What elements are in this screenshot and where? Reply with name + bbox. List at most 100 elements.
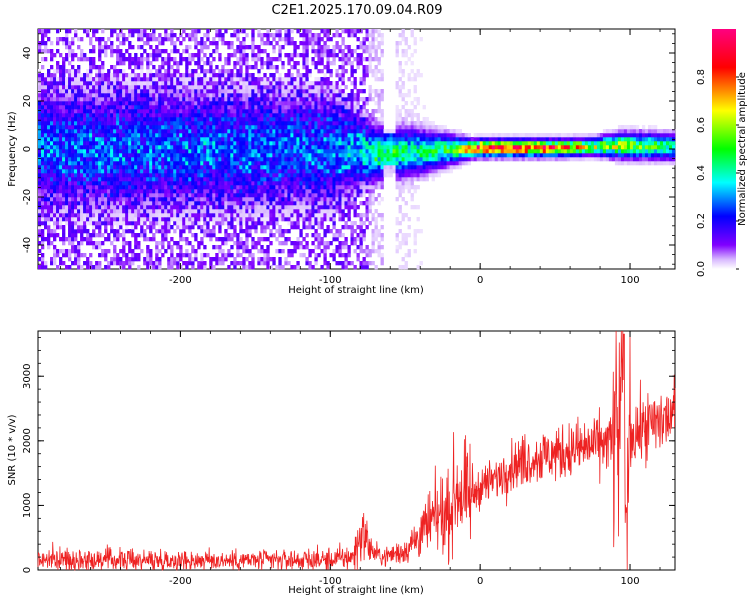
spectrogram-cell [254, 153, 258, 158]
spectrogram-cell [281, 241, 285, 246]
spectrogram-cell [239, 29, 243, 34]
spectrogram-cell [311, 265, 315, 270]
spectrogram-cell [278, 161, 282, 166]
spectrogram-cell [41, 57, 45, 62]
spectrogram-cell [269, 33, 273, 38]
spectrogram-cell [41, 265, 45, 270]
spectrogram-cell [284, 237, 288, 242]
spectrogram-cell [185, 61, 189, 66]
spectrogram-cell [113, 261, 117, 266]
spectrogram-cell [290, 125, 294, 130]
spectrogram-cell [161, 225, 165, 230]
spectrogram-cell [125, 201, 129, 206]
spectrogram-cell [68, 233, 72, 238]
spectrogram-cell [320, 45, 324, 50]
spectrogram-cell [74, 165, 78, 170]
spectrogram-cell [194, 257, 198, 262]
spectrogram-cell [227, 61, 231, 66]
spectrogram-cell [47, 37, 51, 42]
spectrogram-cell [101, 253, 105, 258]
spectrogram-cell [86, 73, 90, 78]
spectrogram-cell [131, 261, 135, 266]
spectrogram-cell [50, 177, 54, 182]
spectrogram-cell [170, 225, 174, 230]
spectrogram-cell [296, 137, 300, 142]
spectrogram-cell [215, 261, 219, 266]
spectrogram-cell [158, 121, 162, 126]
spectrogram-cell [146, 37, 150, 42]
spectrogram-cell [161, 153, 165, 158]
spectrogram-cell [173, 97, 177, 102]
spectrogram-cell [272, 113, 276, 118]
spectrogram-cell [287, 117, 291, 122]
spectrogram-cell [215, 205, 219, 210]
spectrogram-cell [200, 197, 204, 202]
spectrogram-cell [74, 209, 78, 214]
spectrogram-cell [191, 141, 195, 146]
spectrogram-cell [317, 33, 321, 38]
spectrogram-cell [110, 81, 114, 86]
spectrogram-cell [221, 185, 225, 190]
spectrogram-cell [179, 133, 183, 138]
spectrogram-cell [230, 53, 234, 58]
spectrogram-cell [59, 169, 63, 174]
spectrogram-cell [128, 161, 132, 166]
spectrogram-cell [302, 61, 306, 66]
spectrogram-cell [74, 217, 78, 222]
spectrogram-cell [170, 189, 174, 194]
spectrogram-cell [284, 133, 288, 138]
spectrogram-cell [92, 65, 96, 70]
spectrogram-cell [98, 261, 102, 266]
spectrogram-cell [212, 265, 216, 270]
spectrogram-cell [233, 65, 237, 70]
spectrogram-cell [167, 81, 171, 86]
spectrogram-cell [86, 109, 90, 114]
spectrogram-cell [200, 77, 204, 82]
spectrogram-cell [290, 53, 294, 58]
spectrogram-cell [122, 233, 126, 238]
spectrogram-cell [98, 225, 102, 230]
spectrogram-cell [137, 117, 141, 122]
spectrogram-cell [137, 141, 141, 146]
spectrogram-cell [80, 129, 84, 134]
spectrogram-cell [74, 233, 78, 238]
spectrogram-cell [239, 101, 243, 106]
spectrogram-cell [224, 213, 228, 218]
spectrogram-cell [227, 81, 231, 86]
spectrogram-cell [140, 89, 144, 94]
spectrogram-cell [158, 189, 162, 194]
spectrogram-cell [86, 133, 90, 138]
spectrogram-cell [299, 97, 303, 102]
spectrogram-cell [266, 125, 270, 130]
spectrogram-cell [329, 137, 333, 142]
spectrogram-cell [203, 209, 207, 214]
spectrogram-cell [95, 133, 99, 138]
spectrogram-cell [98, 229, 102, 234]
spectrogram-cell [125, 137, 129, 142]
spectrogram-cell [80, 237, 84, 242]
spectrogram-cell [266, 161, 270, 166]
spectrogram-cell [248, 165, 252, 170]
spectrogram-cell [275, 161, 279, 166]
spectrogram-cell [224, 181, 228, 186]
spectrogram-cell [278, 105, 282, 110]
spectrogram-cell [245, 169, 249, 174]
spectrogram-cell [194, 73, 198, 78]
spectrogram-cell [107, 197, 111, 202]
spectrogram-cell [74, 93, 78, 98]
spectrogram-cell [176, 133, 180, 138]
spectrogram-cell [44, 165, 48, 170]
spectrogram-cell [266, 117, 270, 122]
spectrogram-cell [140, 233, 144, 238]
spectrogram-cell [311, 201, 315, 206]
spectrogram-cell [209, 157, 213, 162]
spectrogram-cell [248, 217, 252, 222]
spectrogram-cell [326, 189, 330, 194]
spectrogram-cell [149, 101, 153, 106]
spectrogram-cell [302, 109, 306, 114]
spectrogram-cell [275, 177, 279, 182]
spectrogram-cell [56, 77, 60, 82]
spectrogram-cell [116, 253, 120, 258]
spectrogram-cell [332, 49, 336, 54]
